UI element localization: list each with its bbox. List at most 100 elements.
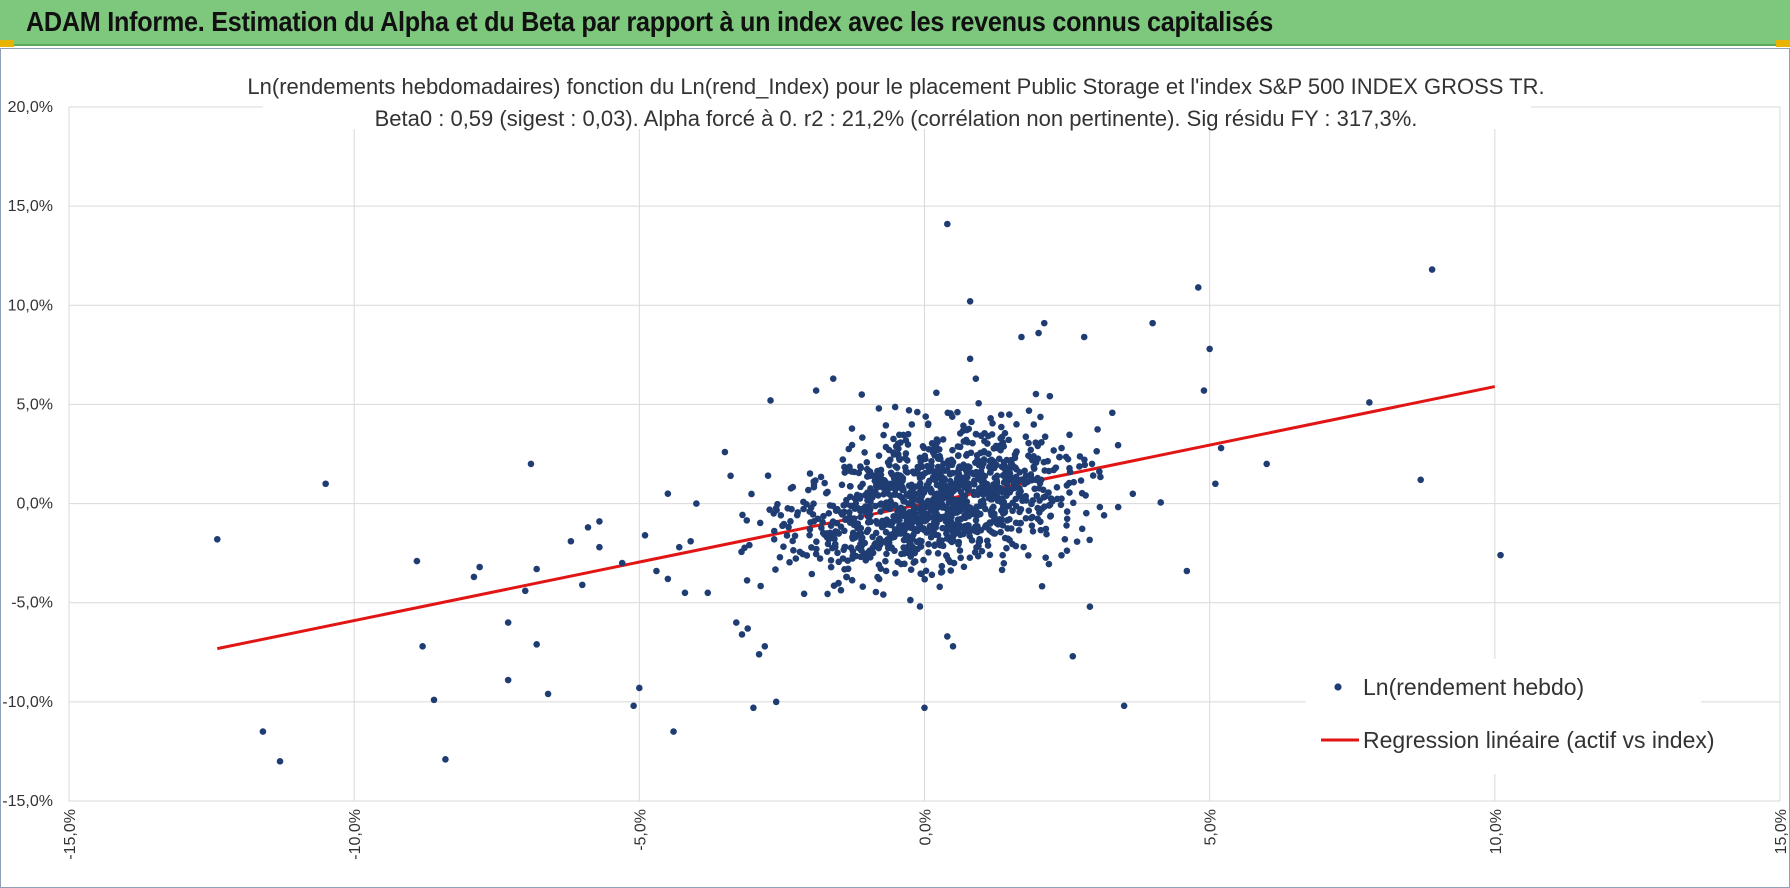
data-point xyxy=(986,551,994,559)
data-point xyxy=(755,650,763,658)
data-point xyxy=(786,558,793,566)
data-point xyxy=(824,590,831,598)
data-point xyxy=(925,549,932,556)
data-point xyxy=(1069,499,1077,507)
data-point xyxy=(854,505,862,512)
data-point xyxy=(1063,515,1071,523)
data-point xyxy=(907,553,915,560)
data-point xyxy=(852,500,860,507)
x-tick-label: 15,0% xyxy=(1773,809,1789,854)
data-point xyxy=(1080,333,1088,341)
data-point xyxy=(894,530,901,537)
data-point xyxy=(998,566,1006,574)
data-point xyxy=(997,411,1005,419)
data-point xyxy=(901,498,908,505)
data-point xyxy=(830,533,837,541)
data-point xyxy=(636,684,643,692)
data-point xyxy=(1032,390,1040,398)
data-point xyxy=(835,530,842,537)
data-point xyxy=(905,547,912,555)
data-point xyxy=(1206,345,1213,353)
data-point xyxy=(844,557,851,564)
data-point xyxy=(876,501,884,508)
report-title: ADAM Informe. Estimation du Alpha et du … xyxy=(26,6,1273,37)
data-point xyxy=(864,511,872,518)
data-point xyxy=(1022,514,1030,522)
data-point xyxy=(1004,535,1012,542)
data-point xyxy=(931,542,938,549)
data-point xyxy=(888,471,896,478)
data-point xyxy=(817,473,825,481)
legend-label-scatter: Ln(rendement hebdo) xyxy=(1363,674,1584,700)
data-point xyxy=(950,537,957,545)
data-point xyxy=(664,490,672,497)
data-point xyxy=(975,511,983,518)
data-point xyxy=(960,563,968,571)
data-point xyxy=(1041,503,1048,510)
data-point xyxy=(744,625,751,632)
data-point xyxy=(854,522,862,530)
data-point xyxy=(641,531,649,539)
report-header: ADAM Informe. Estimation du Alpha et du … xyxy=(0,0,1790,46)
data-point xyxy=(1020,543,1027,551)
data-point xyxy=(882,422,890,429)
data-point xyxy=(937,484,944,492)
data-point xyxy=(704,589,712,597)
data-point xyxy=(864,549,872,556)
data-point xyxy=(844,565,852,573)
data-point xyxy=(544,690,552,698)
data-point xyxy=(933,436,941,443)
data-point xyxy=(1114,441,1122,449)
data-point xyxy=(882,557,889,565)
data-point xyxy=(995,455,1003,463)
data-point xyxy=(1047,495,1055,502)
data-point xyxy=(1043,530,1050,538)
data-point xyxy=(916,454,924,462)
data-point xyxy=(806,526,814,533)
data-point xyxy=(872,477,880,485)
data-point xyxy=(800,498,807,506)
data-point xyxy=(959,477,967,485)
data-point xyxy=(1081,461,1089,469)
data-point xyxy=(276,758,284,765)
data-point xyxy=(908,481,915,489)
data-point xyxy=(875,452,883,459)
data-point xyxy=(1056,453,1063,461)
data-point xyxy=(818,524,825,532)
data-point xyxy=(877,508,884,515)
data-point xyxy=(864,473,871,480)
data-point xyxy=(1012,449,1020,457)
data-point xyxy=(928,440,936,447)
data-point xyxy=(938,537,945,544)
data-point xyxy=(939,542,947,550)
data-point xyxy=(896,516,903,524)
data-point xyxy=(922,567,930,575)
data-point xyxy=(858,547,865,554)
data-point xyxy=(882,567,890,575)
data-point xyxy=(596,518,603,525)
data-point xyxy=(810,518,818,525)
data-point xyxy=(891,403,899,411)
data-point xyxy=(975,476,983,483)
data-point xyxy=(808,544,815,551)
data-point xyxy=(948,499,956,506)
data-point xyxy=(925,540,932,548)
data-point xyxy=(653,567,660,575)
data-point xyxy=(1032,439,1040,446)
data-point xyxy=(970,480,978,488)
data-point xyxy=(993,494,1000,502)
data-point xyxy=(864,489,871,496)
data-point xyxy=(1066,489,1073,496)
data-point xyxy=(899,483,906,491)
tick-layer: 20,0% 15,0% 10,0% 5,0% 0,0% -5,0% -10,0% -15,0%… xyxy=(2,99,1789,860)
data-point xyxy=(911,558,919,565)
data-point xyxy=(991,464,998,472)
data-point xyxy=(1088,460,1096,468)
data-point xyxy=(1000,559,1008,567)
data-point xyxy=(1034,474,1041,482)
data-point xyxy=(878,479,885,486)
data-point xyxy=(813,538,820,546)
data-point xyxy=(1082,492,1089,499)
data-point xyxy=(950,559,958,567)
data-point xyxy=(1077,477,1085,484)
